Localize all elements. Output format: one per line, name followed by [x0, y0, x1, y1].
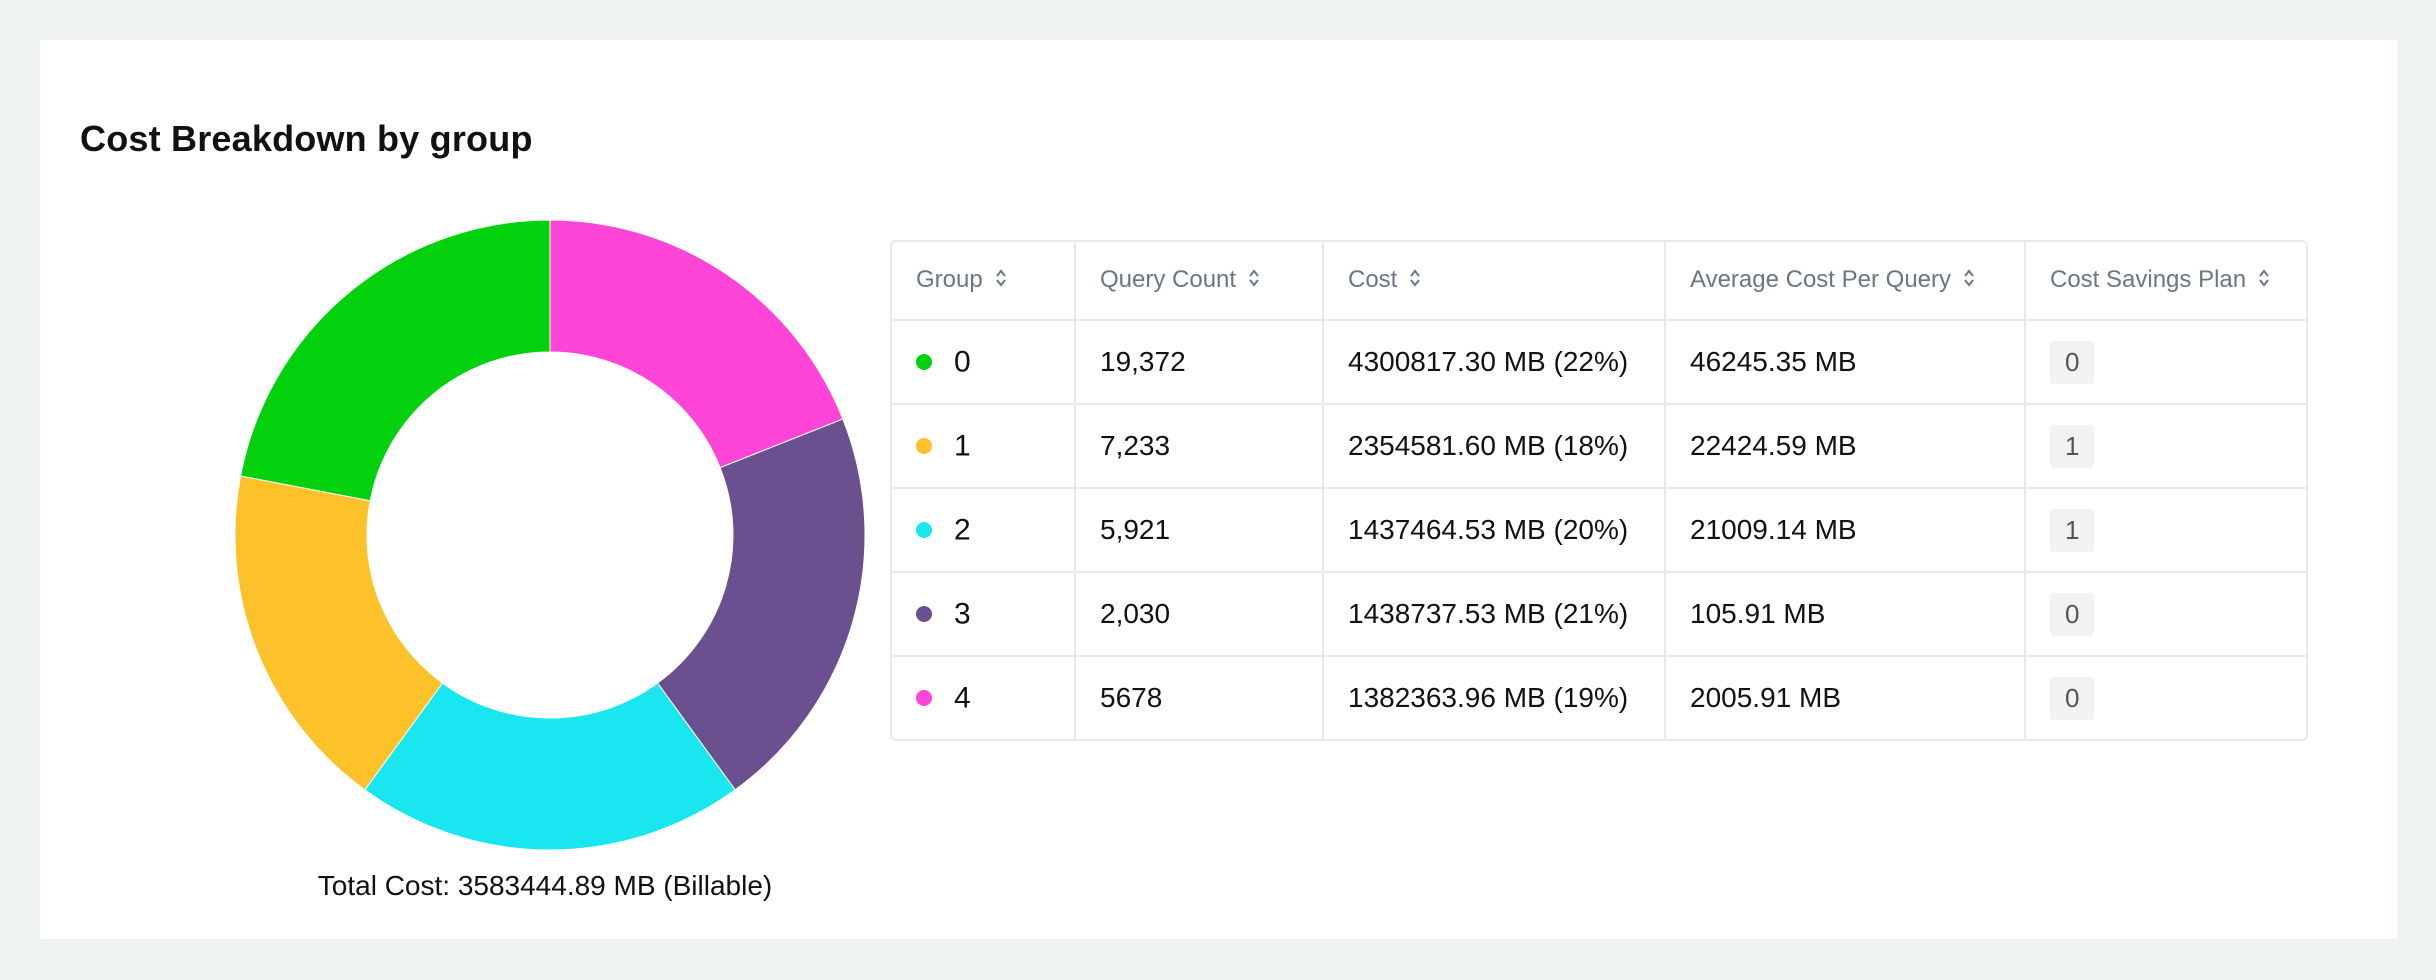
- savings-plan-cell: 0: [2026, 657, 2306, 739]
- avg-cost-cell: 46245.35 MB: [1666, 321, 2026, 405]
- sort-icon: [2258, 267, 2270, 295]
- donut-slice-group-4[interactable]: [549, 219, 844, 469]
- savings-plan-badge: 1: [2050, 508, 2095, 552]
- query-count-cell: 5,921: [1076, 489, 1324, 573]
- column-header-avg-cost[interactable]: Average Cost Per Query: [1666, 242, 2026, 321]
- savings-plan-badge: 0: [2050, 676, 2095, 720]
- cost-cell: 2354581.60 MB (18%): [1324, 405, 1666, 489]
- sort-icon: [995, 267, 1007, 295]
- query-count-cell: 2,030: [1076, 573, 1324, 657]
- group-color-dot: [916, 690, 932, 707]
- avg-cost-cell: 2005.91 MB: [1666, 657, 2026, 739]
- donut-chart-svg: [234, 219, 866, 851]
- sort-icon: [1963, 267, 1975, 295]
- table-row: 3 2,030 1438737.53 MB (21%) 105.91 MB 0: [892, 573, 2306, 657]
- column-header-query-count[interactable]: Query Count: [1076, 242, 1324, 321]
- avg-cost-cell: 21009.14 MB: [1666, 489, 2026, 573]
- column-header-group[interactable]: Group: [892, 242, 1076, 321]
- savings-plan-cell: 0: [2026, 573, 2306, 657]
- cost-breakdown-card: Cost Breakdown by group Total Cost: 3583…: [40, 40, 2397, 939]
- avg-cost-cell: 105.91 MB: [1666, 573, 2026, 657]
- cost-cell: 1438737.53 MB (21%): [1324, 573, 1666, 657]
- savings-plan-badge: 1: [2050, 424, 2095, 468]
- group-color-dot: [916, 606, 932, 623]
- group-cell: 3: [892, 573, 1076, 657]
- savings-plan-cell: 1: [2026, 489, 2306, 573]
- cost-cell: 4300817.30 MB (22%): [1324, 321, 1666, 405]
- group-color-dot: [916, 354, 932, 371]
- savings-plan-cell: 1: [2026, 405, 2306, 489]
- savings-plan-badge: 0: [2050, 340, 2095, 384]
- savings-plan-badge: 0: [2050, 592, 2095, 636]
- query-count-cell: 5678: [1076, 657, 1324, 739]
- donut-slice-group-2[interactable]: [364, 682, 736, 851]
- group-cell: 2: [892, 489, 1076, 573]
- group-cell: 4: [892, 657, 1076, 739]
- table-row: 4 5678 1382363.96 MB (19%) 2005.91 MB 0: [892, 657, 2306, 739]
- group-cell: 1: [892, 405, 1076, 489]
- table-row: 1 7,233 2354581.60 MB (18%) 22424.59 MB …: [892, 405, 2306, 489]
- table-header-row: Group Query Count Cost Average Cost Per …: [892, 242, 2306, 321]
- cost-cell: 1437464.53 MB (20%): [1324, 489, 1666, 573]
- donut-slice-group-0[interactable]: [239, 219, 551, 502]
- group-color-dot: [916, 522, 932, 539]
- sort-icon: [1409, 267, 1421, 295]
- query-count-cell: 19,372: [1076, 321, 1324, 405]
- sort-icon: [1248, 267, 1260, 295]
- cost-cell: 1382363.96 MB (19%): [1324, 657, 1666, 739]
- column-header-cost[interactable]: Cost: [1324, 242, 1666, 321]
- table-row: 0 19,372 4300817.30 MB (22%) 46245.35 MB…: [892, 321, 2306, 405]
- column-header-savings-plan[interactable]: Cost Savings Plan: [2026, 242, 2306, 321]
- query-count-cell: 7,233: [1076, 405, 1324, 489]
- donut-slice-group-3[interactable]: [656, 418, 866, 791]
- table-row: 2 5,921 1437464.53 MB (20%) 21009.14 MB …: [892, 489, 2306, 573]
- avg-cost-cell: 22424.59 MB: [1666, 405, 2026, 489]
- savings-plan-cell: 0: [2026, 321, 2306, 405]
- donut-slice-group-1[interactable]: [234, 475, 444, 791]
- cost-table: Group Query Count Cost Average Cost Per …: [890, 240, 2308, 741]
- card-title: Cost Breakdown by group: [80, 118, 533, 159]
- donut-chart: [230, 215, 870, 855]
- group-color-dot: [916, 438, 932, 455]
- total-cost-label: Total Cost: 3583444.89 MB (Billable): [317, 870, 773, 901]
- group-cell: 0: [892, 321, 1076, 405]
